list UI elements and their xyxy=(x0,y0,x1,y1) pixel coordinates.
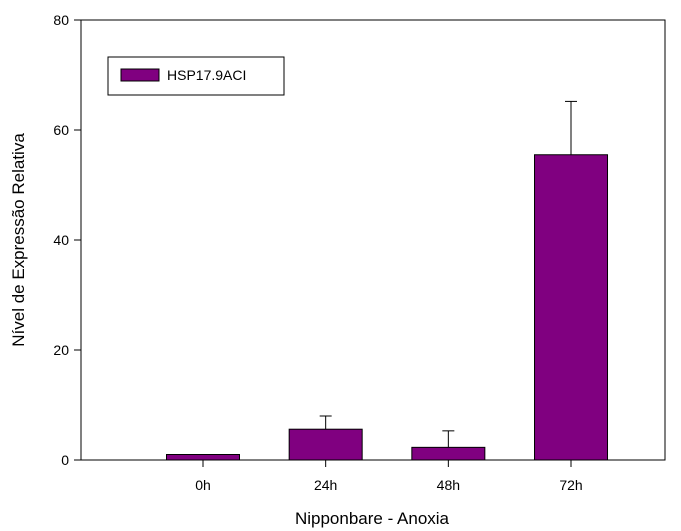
y-tick-label: 60 xyxy=(53,122,69,138)
x-axis-title: Nipponbare - Anoxia xyxy=(295,509,450,528)
y-axis-ticks: 0 20 40 60 80 xyxy=(53,12,81,468)
bars xyxy=(166,100,609,461)
legend-label: HSP17.9ACI xyxy=(167,67,246,83)
bar-72h xyxy=(534,154,609,461)
x-tick-label: 72h xyxy=(559,477,582,493)
y-axis-title: Nível de Expressão Relativa xyxy=(9,133,28,347)
bar-48h xyxy=(411,446,486,461)
y-tick-label: 80 xyxy=(53,12,69,28)
x-axis-ticks: 0h 24h 48h 72h xyxy=(195,460,583,493)
legend: HSP17.9ACI xyxy=(107,56,285,96)
x-tick-label: 0h xyxy=(195,477,211,493)
legend-swatch xyxy=(120,68,160,82)
y-tick-label: 40 xyxy=(53,232,69,248)
x-tick-label: 24h xyxy=(314,477,337,493)
y-tick-label: 20 xyxy=(53,342,69,358)
bar-0h xyxy=(166,454,240,461)
x-tick-label: 48h xyxy=(437,477,460,493)
bar-24h xyxy=(288,428,363,461)
y-tick-label: 0 xyxy=(61,452,69,468)
